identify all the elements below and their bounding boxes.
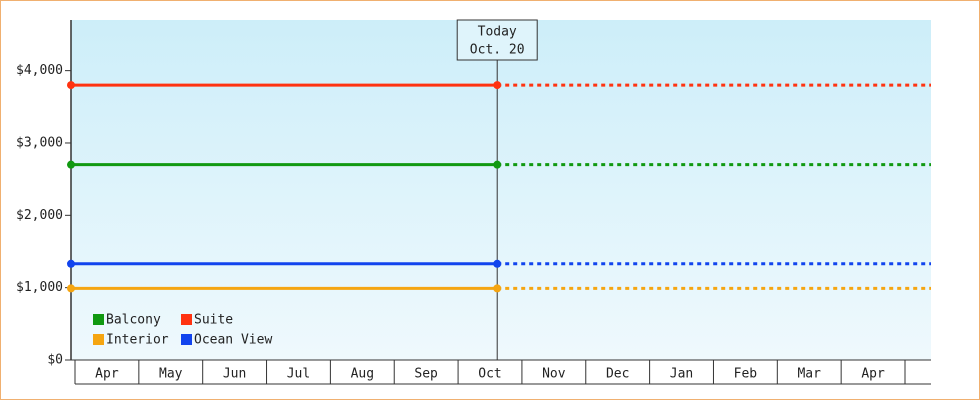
legend-label: Interior	[106, 333, 169, 348]
y-tick-label: $0	[47, 353, 63, 368]
today-box	[456, 19, 538, 61]
y-tick-label: $2,000	[16, 208, 63, 223]
series-point	[493, 284, 502, 293]
legend-label: Ocean View	[194, 333, 272, 348]
today-title: Today	[478, 25, 517, 40]
series-point	[67, 259, 75, 268]
legend-swatch	[93, 314, 104, 325]
x-axis-band	[75, 362, 931, 386]
series-point	[67, 284, 75, 293]
legend-label: Suite	[194, 313, 233, 328]
x-tick-label: Jan	[670, 367, 693, 382]
y-tick-label: $3,000	[16, 135, 63, 150]
x-tick-label: Mar	[797, 367, 821, 382]
x-tick-label: Apr	[95, 367, 119, 382]
series-point	[493, 160, 502, 169]
series-point	[67, 160, 75, 169]
legend-swatch	[181, 314, 192, 325]
legend-swatch	[181, 334, 192, 345]
series-point	[67, 81, 75, 90]
y-tick-label: $1,000	[16, 280, 63, 295]
x-tick-label: Nov	[542, 367, 566, 382]
x-tick-label: Apr	[861, 367, 885, 382]
x-tick-label: May	[159, 367, 183, 382]
x-tick-label: Oct	[478, 367, 501, 382]
legend-swatch	[93, 334, 104, 345]
series-point	[493, 81, 502, 90]
series-point	[493, 259, 502, 268]
x-tick-label: Dec	[606, 367, 629, 382]
today-date: Oct. 20	[470, 43, 525, 58]
x-tick-label: Jul	[287, 367, 310, 382]
x-tick-label: Jun	[223, 367, 246, 382]
legend-label: Balcony	[106, 313, 161, 328]
x-tick-label: Sep	[414, 367, 438, 382]
x-tick-label: Feb	[734, 367, 758, 382]
y-tick-label: $4,000	[16, 63, 63, 78]
x-tick-label: Aug	[351, 367, 374, 382]
plot-area	[71, 20, 931, 360]
